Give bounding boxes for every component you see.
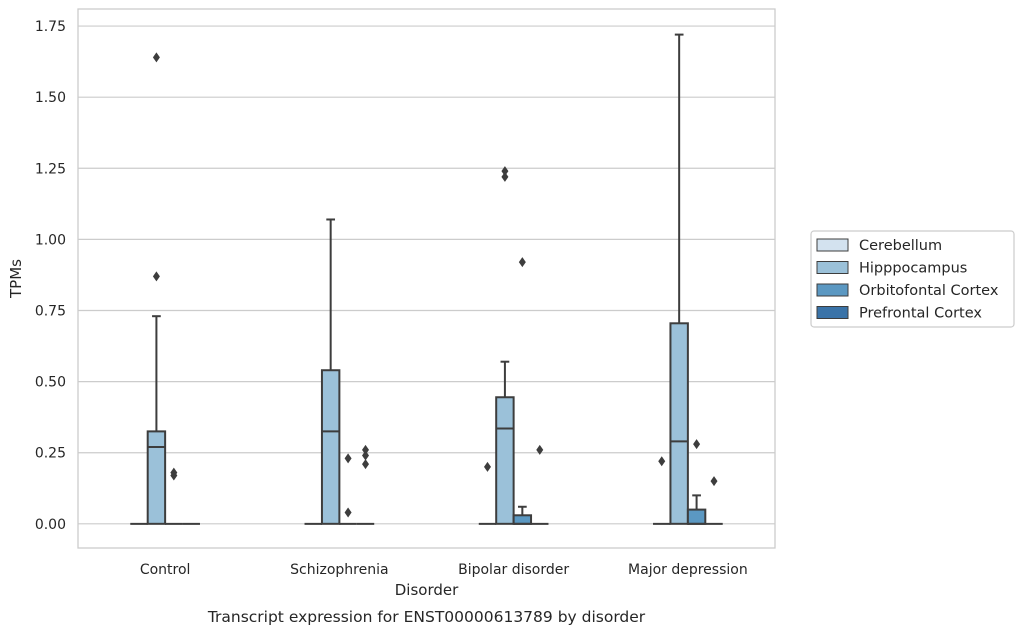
y-axis-title: TPMs xyxy=(7,259,25,299)
outlier-point xyxy=(362,444,370,455)
box-group xyxy=(495,166,515,525)
outlier-point xyxy=(344,453,352,464)
x-tick-label: Schizophrenia xyxy=(290,562,388,578)
outlier-point xyxy=(170,467,178,478)
y-tick-label: 1.75 xyxy=(35,19,66,35)
outlier-point xyxy=(483,461,491,472)
legend-swatch xyxy=(816,261,849,274)
box-group xyxy=(339,453,357,525)
box-group xyxy=(512,257,533,525)
box-group xyxy=(146,52,167,525)
y-tick-label: 0.00 xyxy=(35,517,66,533)
x-tick-label: Major depression xyxy=(628,562,748,578)
y-tick-label: 1.50 xyxy=(35,90,66,106)
outlier-point xyxy=(344,507,352,518)
grid-lines xyxy=(78,25,775,525)
box-group xyxy=(320,218,341,525)
y-tick-labels: 0.00 0.25 0.50 0.75 1.00 1.25 1.50 1.75 xyxy=(35,19,66,533)
y-tick-label: 0.25 xyxy=(35,446,66,462)
outlier-point xyxy=(710,476,718,487)
legend: Cerebellum Hipppocampus Orbitofontal Corte… xyxy=(810,230,1015,328)
x-tick-label: Bipolar disorder xyxy=(458,562,569,578)
outlier-point xyxy=(518,257,526,268)
legend-swatch xyxy=(816,238,849,252)
box-group xyxy=(531,444,549,525)
legend-label: Hipppocampus xyxy=(859,261,967,277)
y-tick-label: 0.75 xyxy=(35,303,66,319)
outlier-point xyxy=(658,456,666,467)
plot-frame xyxy=(77,8,776,549)
x-tick-labels: Control Schizophrenia Bipolar disorder Majo… xyxy=(140,562,748,578)
legend-swatch xyxy=(816,306,849,319)
y-tick-label: 0.50 xyxy=(35,375,66,391)
x-axis-title: Disorder xyxy=(395,581,459,599)
box xyxy=(320,369,341,525)
box-group xyxy=(165,467,183,525)
legend-label: Cerebellum xyxy=(859,238,942,254)
legend-frame xyxy=(810,230,1015,328)
outlier-point xyxy=(152,52,160,63)
box xyxy=(512,514,533,525)
boxes xyxy=(130,33,723,525)
box-group xyxy=(705,476,723,525)
y-tick-label: 1.00 xyxy=(35,232,66,248)
box-group xyxy=(356,444,375,525)
chart-caption: Transcript expression for ENST0000061378… xyxy=(207,608,646,626)
legend-label: Prefrontal Cortex xyxy=(859,306,982,322)
box-group xyxy=(686,439,707,525)
box xyxy=(669,322,689,525)
outlier-point xyxy=(693,439,701,450)
legend-swatch xyxy=(816,283,849,297)
box-group xyxy=(653,456,671,525)
outlier-point xyxy=(362,450,370,461)
box-group xyxy=(669,33,689,525)
box xyxy=(686,508,707,525)
outlier-point xyxy=(152,271,160,282)
outlier-point xyxy=(501,166,509,177)
outlier-point xyxy=(536,444,544,455)
x-tick-label: Control xyxy=(140,562,191,578)
box-group xyxy=(478,461,497,525)
outlier-point xyxy=(501,171,509,182)
legend-label: Orbitofontal Cortex xyxy=(859,283,999,299)
box xyxy=(146,430,167,525)
box xyxy=(495,396,515,525)
y-tick-label: 1.25 xyxy=(35,161,66,177)
outlier-point xyxy=(362,459,370,470)
